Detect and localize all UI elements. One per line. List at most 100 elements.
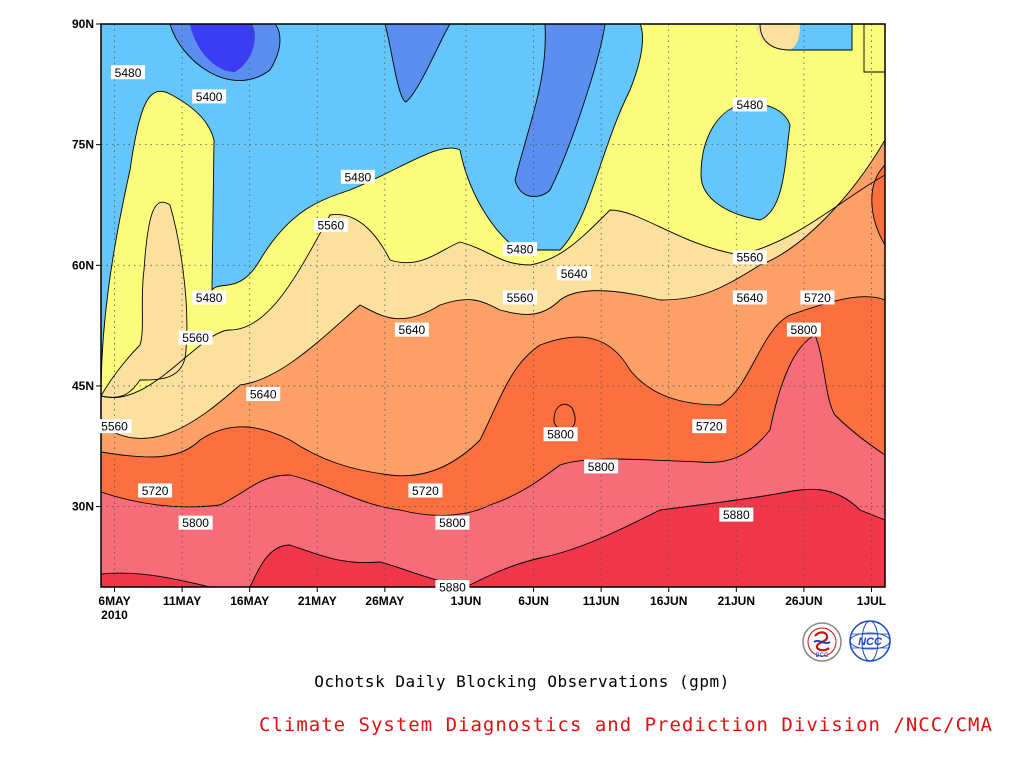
band-5720-5800 [871,165,885,245]
contour-label: 5400 [196,90,223,104]
contour-label-bg [584,459,619,474]
logos: BCC NCC [800,620,896,664]
contour-5480-left [101,24,643,397]
contour-5720-edge [871,164,885,246]
x-tick-label: 26JUN [785,594,822,608]
contour-label-bg [138,483,173,498]
y-tick-label: 75N [72,138,94,152]
contour-label-bg [543,427,578,442]
contour-label-bg [732,250,767,265]
contour-5480-island [700,103,791,221]
band-below-5400 [190,24,255,72]
x-tick-label: 16JUN [650,594,687,608]
contour-5880 [101,488,885,587]
contour-label-bg [692,419,727,434]
contour-label: 5720 [696,420,723,434]
contour-label: 5560 [182,331,209,345]
contour-label: 5800 [182,516,209,530]
contour-label-bg [394,322,429,337]
contour-label: 5640 [736,291,763,305]
contour-label-bg [313,218,348,233]
contour-label: 5880 [439,581,466,595]
x-tick-label: 1JUL [857,594,886,608]
contour-label: 5480 [115,66,142,80]
contour-label: 5560 [101,420,128,434]
y-tick-label: 60N [72,258,94,272]
band-5400-5480 [385,24,450,102]
contour-label-bg [408,483,443,498]
contour-label-bg [178,515,213,530]
x-tick-label: 11MAY [163,594,201,608]
contour-label-bg [435,515,470,530]
bcc-logo: BCC [802,622,842,662]
contour-label: 5480 [196,291,223,305]
contour-5400-c [514,24,606,197]
contour-5640 [101,139,885,439]
plot-frame [100,23,886,588]
contour-label-bg [246,386,281,401]
contour-label: 5560 [317,219,344,233]
contour-label-bg [503,290,538,305]
contour-label: 5720 [412,484,439,498]
contour-label-bg [192,290,227,305]
contour-label-bg [97,419,132,434]
ncc-logo: NCC [849,620,891,662]
x-tick-label: 26MAY [365,594,404,608]
band-above-5880 [101,489,885,587]
contour-5400-d [863,24,885,73]
contour-label-bg [557,266,592,281]
y-tick-label: 90N [72,17,94,31]
contour-label-bg [111,65,146,80]
contour-fills [101,24,885,587]
contour-5400-b [384,24,451,103]
contour-label: 5480 [736,98,763,112]
band-5400-5480 [515,24,605,197]
band-5560-5640 [755,24,800,50]
band-5800-5880 [554,404,576,430]
band-5480-5560 [701,103,790,220]
contour-label: 5640 [561,267,588,281]
contour-label-bg [435,580,470,594]
x-tick-label: 16MAY [230,594,269,608]
contour-5560-b [101,174,885,399]
contour-5720 [101,296,885,477]
grid [101,24,885,587]
contour-label-bg [732,97,767,112]
contour-5800 [101,334,885,516]
contour-label-bg [503,242,538,257]
x-tick-label: 11JUN [583,594,620,608]
x-tick-label: 21MAY [298,594,337,608]
axis-ticks: 6MAY 11MAY 16MAY 21MAY 26MAY 1JUN 6JUN 11JUN 16J… [72,17,886,622]
contour-label-bg [786,322,821,337]
contour-label: 5560 [736,251,763,265]
x-tick-label: 6JUN [518,594,549,608]
contour-label: 5800 [439,516,466,530]
contour-5560-a [101,201,188,398]
contour-label-bg [192,89,227,104]
contour-label: 5640 [399,323,426,337]
bcc-logo-text: BCC [816,653,829,659]
contour-label: 5640 [250,387,277,401]
contour-label: 5480 [507,243,534,257]
contour-label: 5800 [588,460,615,474]
x-year-label: 2010 [101,608,128,622]
contour-label-bg [178,330,213,345]
band-5560-5640 [101,202,187,398]
x-tick-label: 21JUN [718,594,755,608]
contour-label-bg [340,169,375,184]
contour-label-bg [800,290,835,305]
contour-lines [101,24,885,587]
credit-line: Climate System Diagnostics and Predictio… [259,714,993,736]
contour-5400-a [169,24,281,81]
contour-labels: 5480 5400 5480 5480 5560 5480 5480 5560 5560 5640… [97,65,835,595]
contour-label: 5480 [344,170,371,184]
contour-label-bg [719,507,754,522]
contour-5480-right [759,24,853,51]
contour-label: 5720 [804,291,831,305]
y-tick-label: 30N [72,500,94,514]
contour-label-bg [732,290,767,305]
contour-5800-island [553,403,576,431]
x-tick-label: 1JUN [451,594,482,608]
chart-title: Ochotsk Daily Blocking Observations (gpm… [314,672,730,691]
